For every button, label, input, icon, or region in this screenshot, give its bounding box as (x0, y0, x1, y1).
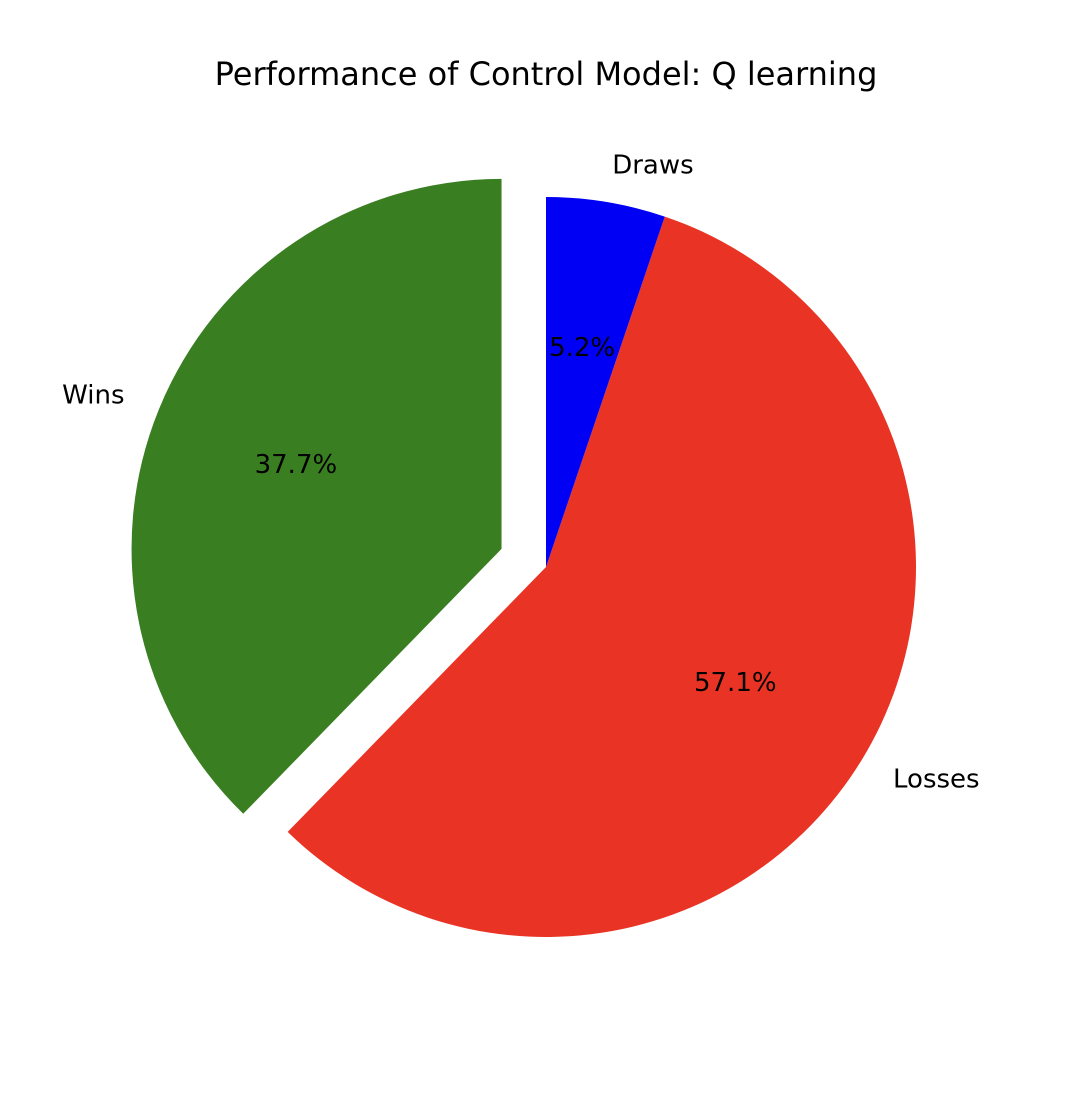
pie-slice-draws (546, 197, 665, 567)
slice-label-losses: Losses (893, 765, 980, 795)
slice-percent-losses: 57.1% (694, 668, 777, 698)
chart-title: Performance of Control Model: Q learning (214, 55, 878, 93)
slice-percent-draws: 5.2% (549, 333, 615, 363)
pie-slice-losses (287, 216, 916, 937)
slice-label-wins: Wins (62, 381, 124, 411)
slice-percent-wins: 37.7% (255, 450, 338, 480)
pie-slice-wins (131, 178, 502, 814)
slice-label-draws: Draws (612, 150, 693, 180)
